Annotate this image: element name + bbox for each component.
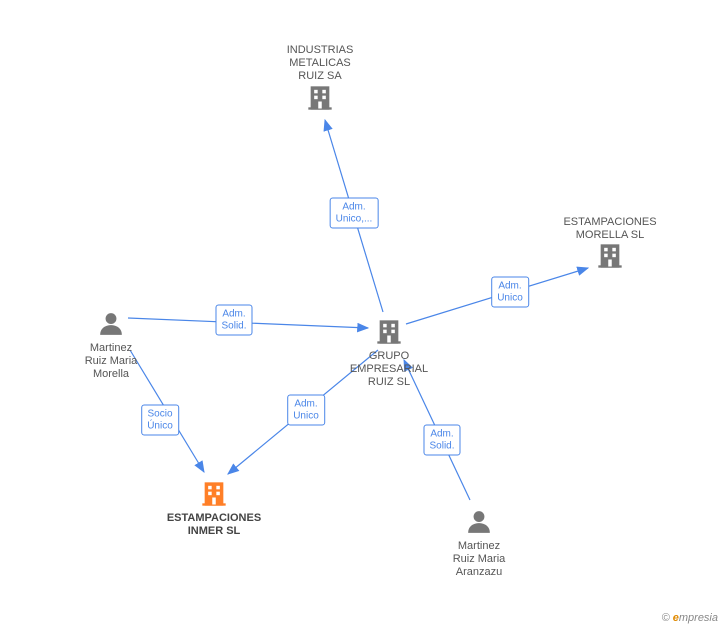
building-icon — [306, 84, 334, 112]
edge-label: Adm. Solid. — [215, 305, 252, 336]
node-label: Martinez Ruiz Maria Aranzazu — [453, 540, 506, 580]
node-label: INDUSTRIAS METALICAS RUIZ SA — [287, 44, 354, 84]
node-label: Martinez Ruiz Maria Morella — [85, 342, 138, 382]
node-label: ESTAMPACIONES INMER SL — [167, 512, 261, 538]
node-ind_metalicas[interactable]: INDUSTRIAS METALICAS RUIZ SA — [260, 40, 380, 112]
edge-label: Adm. Unico — [287, 395, 325, 426]
building-icon — [596, 242, 624, 270]
person-icon — [97, 310, 125, 338]
building-icon — [200, 480, 228, 508]
building-icon — [375, 318, 403, 346]
edge-label: Adm. Unico,... — [330, 198, 379, 229]
edge-label: Socio Único — [141, 405, 179, 436]
diagram-canvas: Adm. Unico,... Adm. Unico Adm. Solid. Socio… — [0, 0, 728, 630]
node-person_morella[interactable]: Martinez Ruiz Maria Morella — [51, 310, 171, 382]
person-icon — [465, 508, 493, 536]
copyright-footer: © empresia — [662, 612, 718, 624]
node-est_morella[interactable]: ESTAMPACIONES MORELLA SL — [550, 212, 670, 270]
node-est_inmer[interactable]: ESTAMPACIONES INMER SL — [154, 480, 274, 538]
node-label: ESTAMPACIONES MORELLA SL — [563, 216, 656, 242]
edge-label: Adm. Solid. — [423, 425, 460, 456]
node-grupo[interactable]: GRUPO EMPRESARIAL RUIZ SL — [329, 318, 449, 390]
edge-label: Adm. Unico — [491, 277, 529, 308]
brand-rest: mpresia — [679, 612, 718, 624]
node-label: GRUPO EMPRESARIAL RUIZ SL — [350, 350, 428, 390]
copyright-symbol: © — [662, 612, 670, 624]
node-person_aranzazu[interactable]: Martinez Ruiz Maria Aranzazu — [419, 508, 539, 580]
